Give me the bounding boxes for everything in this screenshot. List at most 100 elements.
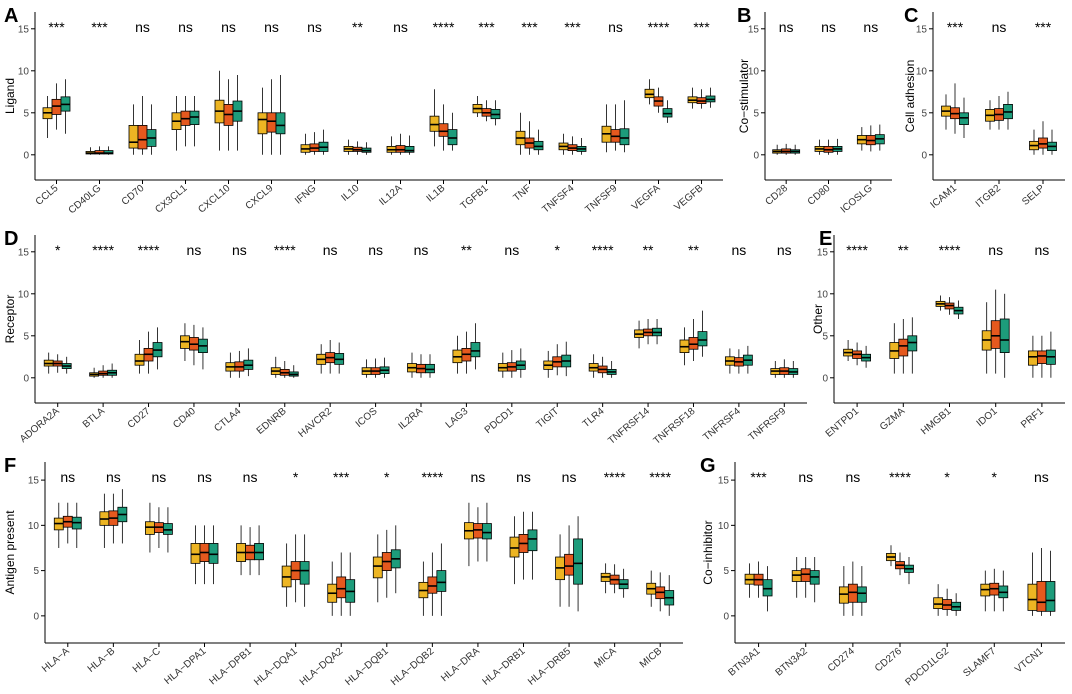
box-group3 [561,341,572,377]
box-group3 [664,575,675,616]
box-group3 [425,354,435,378]
y-axis-label: Receptor [3,295,17,344]
significance-label: ns [221,19,236,35]
significance-label: **** [433,19,455,35]
box-group2 [473,507,483,562]
significance-label: ns [307,19,322,35]
box-group2 [427,552,438,616]
box-body [838,586,849,604]
significance-label: ns [264,19,279,35]
box-group3 [208,525,219,585]
significance-label: ns [197,469,212,485]
box-group3 [606,361,617,378]
category-label: TIGIT [535,406,562,431]
category-label: CTLA4 [212,406,243,435]
box-group2 [416,354,426,378]
significance-label: ns [504,242,519,258]
significance-label: **** [648,19,670,35]
box-group3 [788,361,799,378]
box-group2 [609,564,620,594]
category-label: SLAMF7 [961,646,998,680]
box-group2 [189,324,199,366]
box-group1 [452,335,463,374]
category-label: ICAM1 [928,183,959,211]
box-group3 [390,525,401,594]
box-group1 [99,493,110,548]
y-tick-label: 10 [18,289,30,300]
box-group2 [52,354,63,373]
box-body [688,337,699,350]
category-label: ICOS [354,406,380,430]
box-group1 [980,570,991,612]
box-group1 [770,361,781,378]
box-group1 [543,350,554,378]
significance-label: **** [939,242,961,258]
box-body [254,543,264,561]
box-body [762,579,773,597]
box-body [257,112,268,135]
significance-label: ns [393,19,408,35]
box-group3 [482,502,492,562]
y-axis-label: Co−stimulator [737,59,751,133]
box-body [128,125,139,149]
y-tick-label: 5 [921,108,927,119]
box-group1 [53,502,64,548]
category-label: HMGB1 [919,406,954,438]
box-group2 [898,319,909,374]
box-body [898,338,909,357]
box-group3 [809,557,820,603]
panel-f: F 0 5 10 15 Antigen present HLA−A ns HLA−B ns HLA−… [3,455,683,688]
box-body [907,335,918,352]
box-group3 [904,557,914,585]
box-group1 [679,327,690,366]
y-tick-label: 10 [748,66,760,77]
box-group1 [687,87,698,109]
significance-label: ns [232,242,247,258]
box-group2 [753,561,764,598]
box-group1 [225,352,236,378]
box-group1 [509,516,520,585]
box-group3 [1003,91,1013,130]
box-group1 [472,96,483,117]
box-group2 [62,502,73,544]
panel-a: A 0 5 10 15 Ligand CCL5 *** CD40LG *** CD70 ns CX3CL… [3,5,723,216]
box-group1 [646,570,657,607]
box-group1 [180,323,190,361]
box-group2 [643,319,653,345]
box-group2 [800,557,811,598]
box-group3 [1047,129,1057,155]
significance-label: ns [1035,242,1050,258]
box-group3 [254,525,264,576]
box-body [800,568,811,582]
significance-label: ns [516,469,531,485]
panel-letter: B [737,5,751,27]
category-label: TNFRSF14 [606,406,652,447]
y-tick-label: 15 [748,24,760,35]
category-label: CD70 [120,183,147,208]
box-body [336,576,347,599]
box-group2 [852,342,862,366]
box-group1 [644,79,655,105]
box-group1 [281,543,292,607]
box-group3 [907,317,918,374]
box-body [856,586,867,603]
y-tick-label: 15 [18,247,30,258]
category-label: HLA−A [40,646,72,675]
y-axis-label: Ligand [3,78,17,114]
box-body [429,115,440,132]
box-body [1038,137,1048,149]
category-label: IL12A [377,183,404,208]
box-group2 [143,331,154,374]
significance-label: **** [274,242,296,258]
box-group2 [461,331,472,374]
significance-label: ns [152,469,167,485]
significance-label: **** [846,242,868,258]
significance-label: ns [187,242,202,258]
box-group2 [51,83,62,130]
category-label: ITGB2 [974,183,1004,210]
box-group1 [134,340,145,374]
box-group1 [843,340,853,361]
box-group1 [935,295,946,311]
significance-label: ns [992,19,1007,35]
box-body [163,523,173,535]
